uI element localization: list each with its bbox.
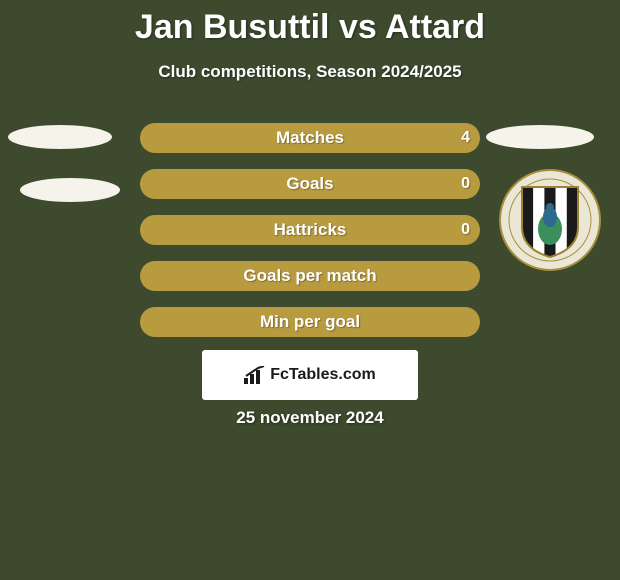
stat-row: Min per goal (140, 307, 480, 337)
stat-label: Goals (140, 169, 480, 199)
stat-label: Min per goal (140, 307, 480, 337)
stat-value-right: 0 (461, 169, 470, 199)
stat-value-right: 4 (461, 123, 470, 153)
stats-container: Matches4Goals0Hattricks0Goals per matchM… (140, 123, 480, 353)
stat-label: Matches (140, 123, 480, 153)
date-text: 25 november 2024 (0, 408, 620, 428)
club-crest (499, 169, 601, 271)
stat-row: Matches4 (140, 123, 480, 153)
stat-row: Hattricks0 (140, 215, 480, 245)
stat-row: Goals0 (140, 169, 480, 199)
stat-label: Hattricks (140, 215, 480, 245)
subtitle: Club competitions, Season 2024/2025 (0, 62, 620, 82)
attribution-icon (244, 366, 266, 384)
player-badge-left-1 (8, 125, 112, 149)
page-title: Jan Busuttil vs Attard (0, 8, 620, 47)
stat-label: Goals per match (140, 261, 480, 291)
player-badge-left-2 (20, 178, 120, 202)
attribution-text: FcTables.com (270, 366, 376, 384)
attribution-badge[interactable]: FcTables.com (202, 350, 418, 400)
crest-svg (507, 177, 593, 263)
player-badge-right-1 (486, 125, 594, 149)
stat-value-right: 0 (461, 215, 470, 245)
stat-row: Goals per match (140, 261, 480, 291)
